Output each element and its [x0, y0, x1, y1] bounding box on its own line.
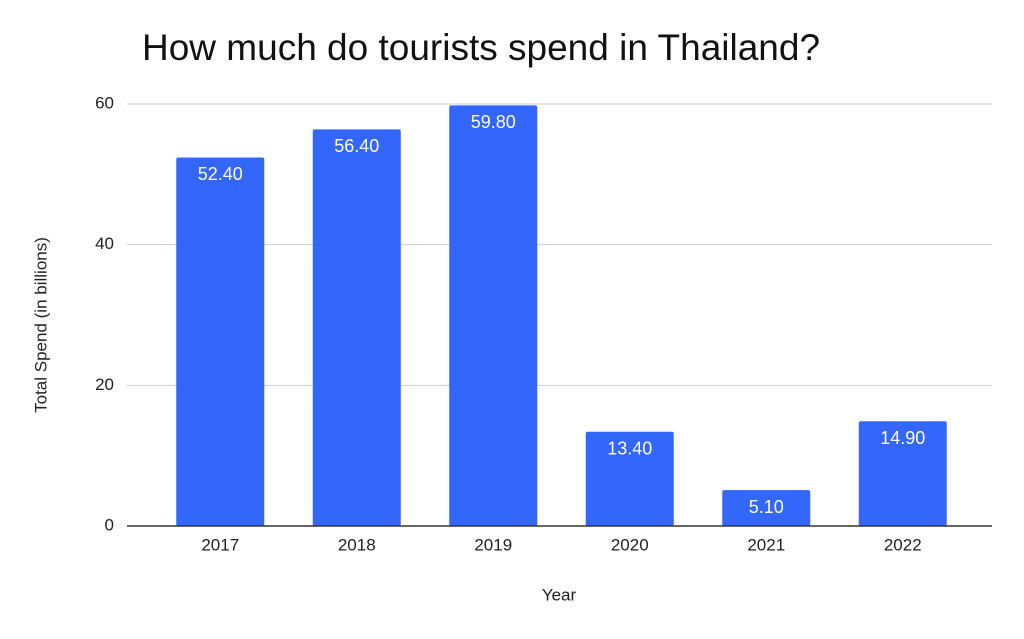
x-tick-label: 2021: [747, 535, 785, 554]
x-axis-title: Year: [542, 585, 577, 604]
x-tick-label: 2020: [611, 535, 649, 554]
value-label: 5.10: [749, 497, 784, 517]
y-axis-title: Total Spend (in billions): [31, 237, 50, 413]
value-label: 59.80: [471, 112, 516, 132]
y-tick-label: 40: [95, 234, 114, 253]
bar: [312, 129, 401, 526]
bar: [176, 157, 265, 526]
x-tick-label: 2022: [884, 535, 922, 554]
value-label: 52.40: [198, 164, 243, 184]
bar: [449, 105, 538, 526]
value-label: 13.40: [607, 439, 652, 459]
x-tick-label: 2018: [338, 535, 376, 554]
value-label: 56.40: [334, 136, 379, 156]
y-tick-label: 0: [105, 515, 114, 534]
y-tick-label: 20: [95, 375, 114, 394]
bar: [722, 490, 811, 526]
x-tick-label: 2019: [474, 535, 512, 554]
value-label: 14.90: [880, 428, 925, 448]
y-tick-label: 60: [95, 93, 114, 112]
bar: [858, 421, 947, 526]
bar: [585, 431, 674, 526]
chart-title: How much do tourists spend in Thailand?: [142, 27, 820, 68]
x-tick-label: 2017: [201, 535, 239, 554]
